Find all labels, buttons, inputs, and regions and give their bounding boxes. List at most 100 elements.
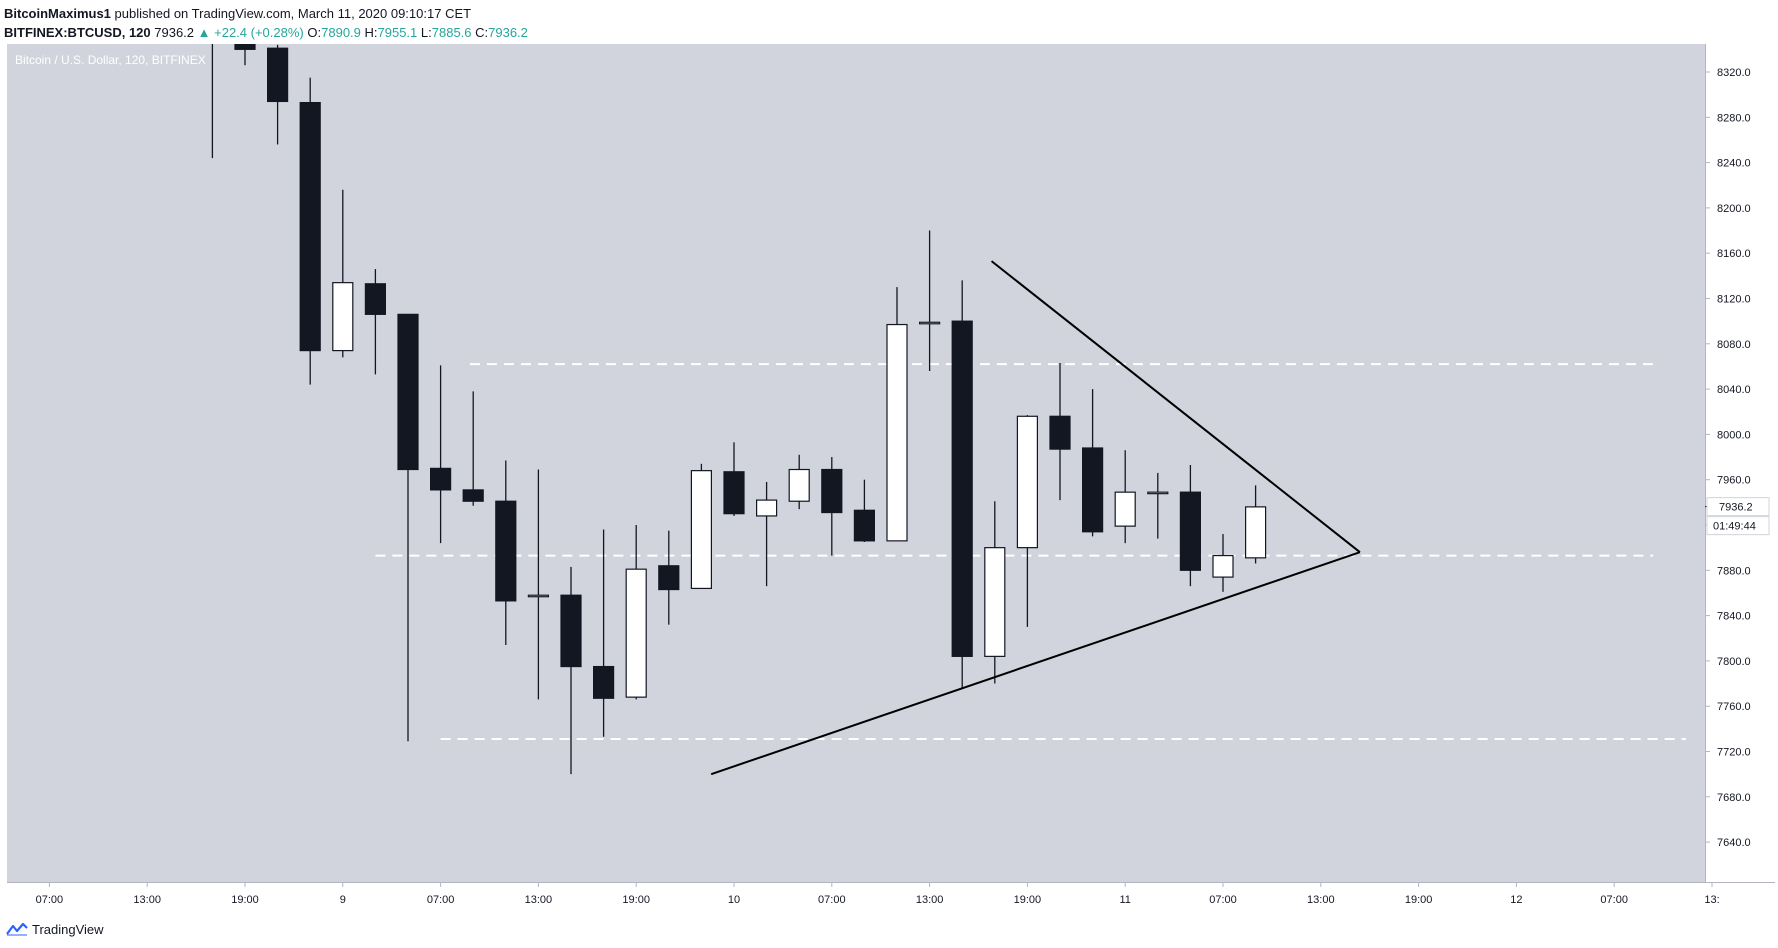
ohlc-legend: BITFINEX:BTCUSD, 120 7936.2 ▲ +22.4 (+0.… bbox=[4, 25, 528, 40]
y-tick-label: 8320.0 bbox=[1717, 67, 1751, 79]
candle-body-bear bbox=[364, 283, 386, 315]
candle[interactable] bbox=[625, 525, 647, 700]
candle[interactable] bbox=[527, 469, 550, 700]
candle[interactable] bbox=[723, 442, 745, 516]
resistance-trendline[interactable] bbox=[990, 260, 1361, 553]
price-change: ▲ +22.4 (+0.28%) bbox=[197, 25, 304, 40]
x-tick-label: 10 bbox=[728, 894, 740, 906]
candle[interactable] bbox=[1212, 534, 1234, 592]
candle-body-bear bbox=[1049, 415, 1071, 450]
support-trendline[interactable] bbox=[710, 551, 1361, 776]
candle[interactable] bbox=[495, 460, 517, 646]
candle-body-bear bbox=[1081, 447, 1104, 533]
candle-body-bear bbox=[462, 489, 484, 502]
candle[interactable] bbox=[918, 230, 941, 371]
candle-body-bull bbox=[886, 323, 908, 542]
candle-body-bear bbox=[299, 101, 321, 352]
candle[interactable] bbox=[690, 463, 713, 590]
plot-background[interactable] bbox=[7, 44, 1705, 882]
y-tick-label: 7720.0 bbox=[1717, 747, 1751, 759]
candle[interactable] bbox=[430, 365, 452, 544]
close-label: C: bbox=[475, 25, 489, 40]
y-tick-label: 8200.0 bbox=[1717, 203, 1751, 215]
x-tick-label: 9 bbox=[340, 894, 346, 906]
candle-body-bear bbox=[267, 47, 289, 103]
y-tick-label: 8040.0 bbox=[1717, 384, 1751, 396]
candle-body-bear bbox=[495, 500, 517, 602]
y-tick-label: 7640.0 bbox=[1717, 837, 1751, 849]
candle-body-bull bbox=[1212, 554, 1234, 578]
y-tick-label: 8000.0 bbox=[1717, 429, 1751, 441]
candle[interactable] bbox=[1147, 472, 1169, 539]
candle[interactable] bbox=[560, 566, 582, 775]
candle[interactable] bbox=[267, 44, 289, 145]
y-tick-label: 7960.0 bbox=[1717, 475, 1751, 487]
candle-body-bull bbox=[332, 282, 354, 352]
price-label: 7936.2 bbox=[1719, 502, 1753, 514]
candle[interactable] bbox=[364, 269, 386, 375]
y-tick-label: 8160.0 bbox=[1717, 248, 1751, 260]
candle[interactable] bbox=[788, 454, 810, 510]
candle-body-bull bbox=[1244, 506, 1267, 559]
candle-body-bull bbox=[1016, 415, 1039, 549]
candle[interactable] bbox=[755, 481, 778, 587]
candle[interactable] bbox=[332, 189, 354, 358]
candle[interactable] bbox=[951, 280, 973, 689]
candle[interactable] bbox=[299, 77, 321, 385]
candle[interactable] bbox=[1049, 363, 1071, 501]
price-axis[interactable]: 8320.0 8280.0 8240.0 8200.0 8160.0 8120.0 8080… bbox=[1705, 44, 1775, 882]
candle[interactable] bbox=[202, 0, 222, 159]
candle-body-bull bbox=[788, 468, 810, 502]
candle-body-bull bbox=[918, 321, 941, 325]
candle[interactable] bbox=[397, 313, 419, 742]
candle-body-bull bbox=[625, 568, 647, 698]
candle[interactable] bbox=[1114, 450, 1136, 544]
candle[interactable] bbox=[853, 479, 876, 542]
y-tick-label: 7760.0 bbox=[1717, 701, 1751, 713]
x-tick-label: 12 bbox=[1510, 894, 1522, 906]
y-tick-label: 7880.0 bbox=[1717, 565, 1751, 577]
x-tick-label: 07:00 bbox=[1600, 894, 1628, 906]
open-label: O: bbox=[307, 25, 322, 40]
candle[interactable] bbox=[1016, 415, 1039, 627]
candle[interactable] bbox=[984, 501, 1006, 684]
candle[interactable] bbox=[1244, 485, 1267, 564]
footer-brand[interactable]: TradingView bbox=[32, 921, 104, 937]
x-tick-label: 13:00 bbox=[133, 894, 161, 906]
y-tick-label: 7800.0 bbox=[1717, 656, 1751, 668]
candle-body-bear bbox=[234, 44, 256, 50]
candle-body-bear bbox=[951, 320, 973, 657]
candle[interactable] bbox=[1081, 389, 1104, 537]
candle-body-bear bbox=[560, 594, 582, 668]
x-tick-label: 19:00 bbox=[1014, 894, 1042, 906]
candle-body-bear bbox=[658, 565, 680, 591]
price-axis-bg bbox=[1705, 44, 1775, 882]
close-value: 7936.2 bbox=[488, 25, 528, 40]
candle-body-bear bbox=[1179, 491, 1202, 571]
y-tick-label: 7840.0 bbox=[1717, 611, 1751, 623]
x-tick-label: 13:00 bbox=[525, 894, 553, 906]
horizontal-levels bbox=[375, 363, 1686, 741]
y-tick-label: 8080.0 bbox=[1717, 339, 1751, 351]
candle[interactable] bbox=[821, 457, 843, 556]
author-name[interactable]: BitcoinMaximus1 bbox=[4, 6, 111, 21]
published-text: published on TradingView.com, March 11, … bbox=[114, 6, 472, 21]
footer: TradingView bbox=[6, 918, 104, 940]
y-tick-label: 7680.0 bbox=[1717, 792, 1751, 804]
candle[interactable] bbox=[1179, 464, 1202, 587]
candle[interactable] bbox=[886, 287, 908, 542]
low-label: L: bbox=[420, 25, 432, 40]
x-tick-label: 11 bbox=[1119, 894, 1130, 906]
candle-body-bear bbox=[592, 665, 615, 699]
candle[interactable] bbox=[658, 530, 680, 625]
low-value: 7885.6 bbox=[431, 25, 472, 40]
candle-body-bull bbox=[755, 499, 778, 517]
time-axis[interactable]: 07:00 13:00 19:00 9 07:00 13:00 19:00 10 07:00 13… bbox=[0, 882, 1775, 912]
y-tick-label: 8120.0 bbox=[1717, 294, 1751, 306]
trendlines bbox=[710, 260, 1361, 776]
candle-body-bull bbox=[690, 470, 713, 590]
candle[interactable] bbox=[462, 391, 484, 506]
candle[interactable] bbox=[234, 27, 256, 66]
candle[interactable] bbox=[592, 529, 615, 737]
